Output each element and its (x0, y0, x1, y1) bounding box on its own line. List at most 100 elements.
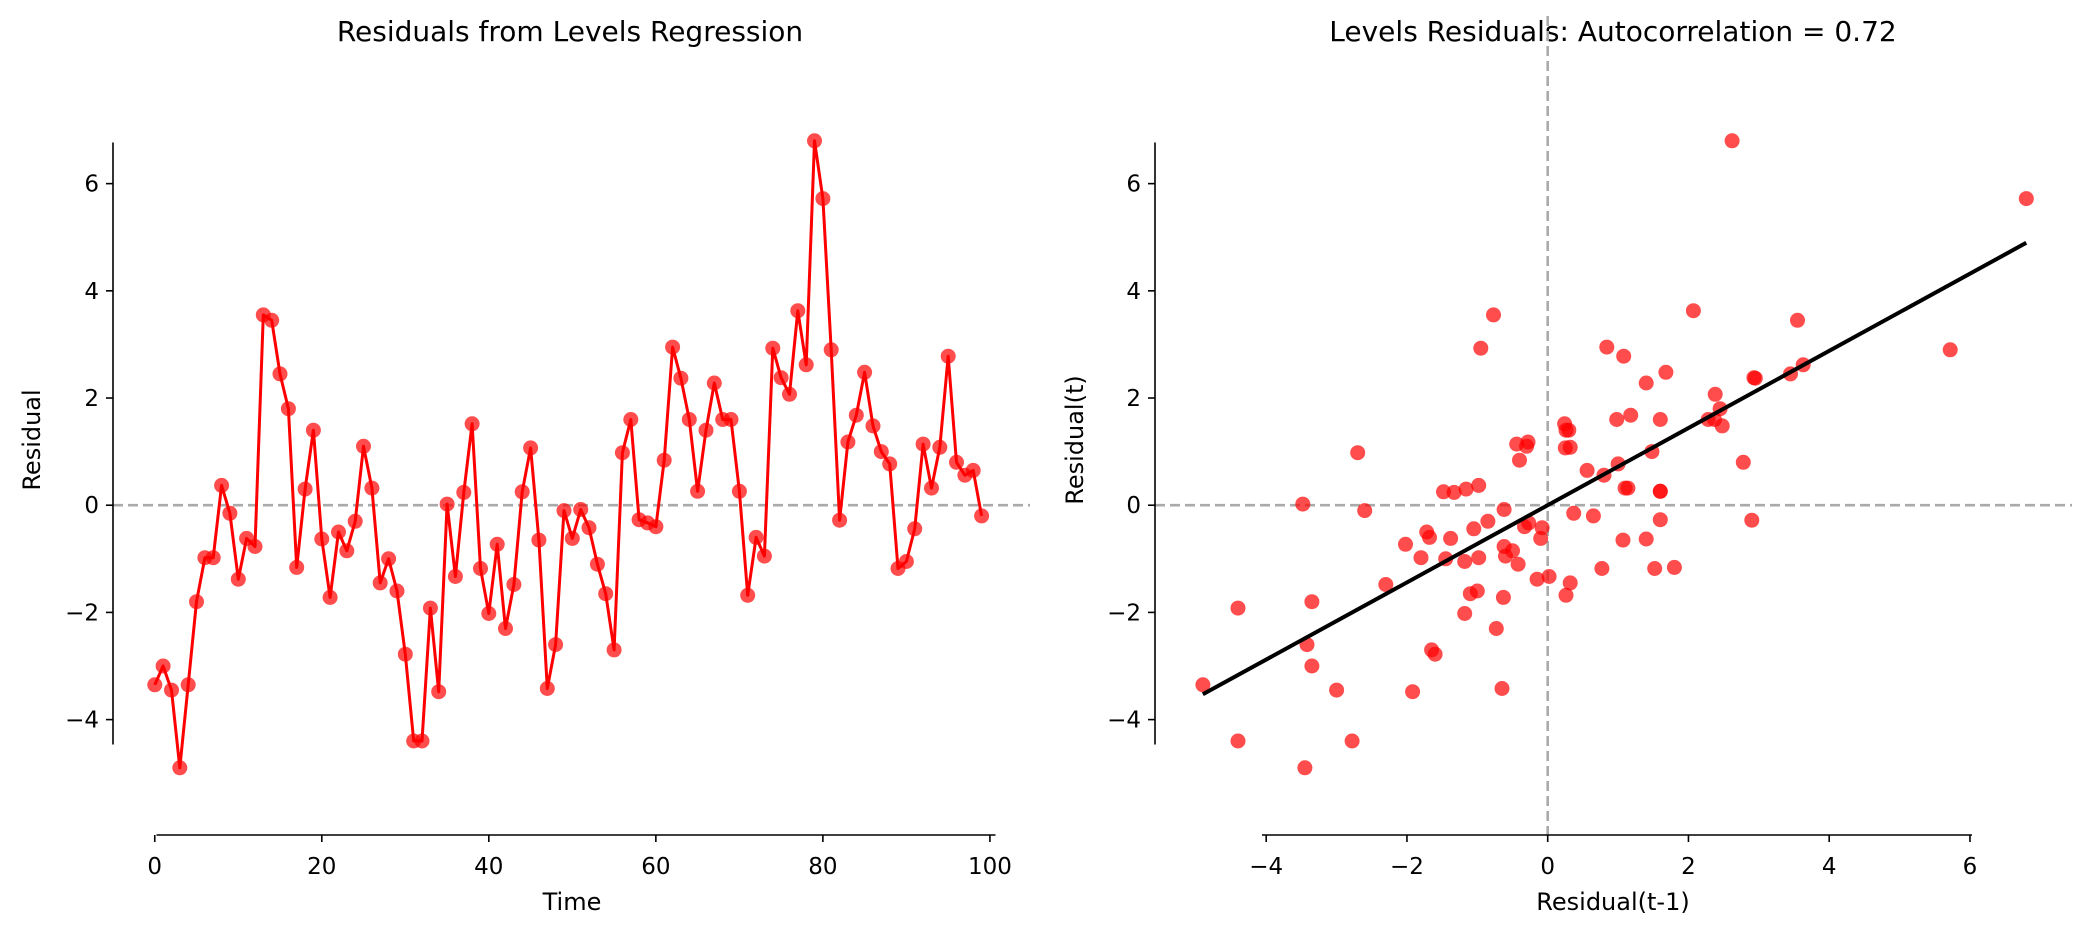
scatter-point (1496, 502, 1512, 517)
scatter-point (1790, 312, 1805, 328)
data-point (180, 677, 196, 693)
data-point (322, 589, 338, 605)
data-point (414, 733, 430, 749)
x-tick-label: 2 (1681, 854, 1696, 880)
y-axis-label: Residual (18, 389, 46, 490)
data-point (848, 407, 864, 423)
data-point (773, 370, 789, 386)
y-ticks: −4 −2 0 2 4 6 (1107, 172, 1155, 734)
series-line (153, 139, 984, 770)
y-tick-label: 6 (84, 172, 99, 198)
data-point (305, 422, 321, 438)
data-point (172, 760, 188, 776)
scatter-point (1195, 677, 1211, 693)
data-point (798, 357, 814, 373)
residual-time-series-chart: Residuals from Levels Regression −4 −2 0 2 4… (18, 15, 1030, 916)
scatter-point (1357, 503, 1373, 519)
points-layer (1195, 133, 2034, 776)
data-point (230, 571, 246, 587)
scatter-point (1446, 484, 1462, 500)
scatter-point (1413, 550, 1429, 566)
y-tick-label: −4 (1107, 708, 1141, 734)
data-point (756, 548, 772, 564)
data-point (372, 575, 388, 591)
data-point (447, 569, 463, 584)
data-point (531, 532, 547, 548)
data-point (456, 484, 472, 500)
scatter-point (1436, 484, 1451, 500)
data-point (339, 543, 355, 559)
data-point (865, 418, 881, 434)
data-point (331, 524, 346, 540)
y-tick-label: 2 (84, 386, 99, 412)
data-point (155, 658, 171, 674)
data-point (840, 434, 856, 450)
x-tick-label: 80 (808, 854, 837, 880)
scatter-point (1520, 434, 1536, 450)
scatter-point (1541, 569, 1557, 584)
scatter-point (1398, 536, 1413, 552)
scatter-point (1405, 684, 1421, 700)
scatter-point (1562, 575, 1578, 591)
scatter-point (1462, 586, 1478, 602)
x-ticks: 0 20 40 60 80 100 (147, 835, 1012, 880)
data-point (347, 513, 363, 529)
data-point (949, 454, 964, 470)
x-tick-label: −2 (1390, 854, 1424, 880)
data-point (506, 577, 522, 592)
scatter-point (1942, 342, 1958, 358)
scatter-point (1579, 462, 1595, 478)
scatter-point (1585, 508, 1601, 524)
y-tick-label: 6 (1126, 172, 1141, 198)
data-point (832, 512, 848, 528)
data-point (790, 303, 806, 319)
scatter-point (1558, 587, 1574, 603)
data-point (431, 684, 447, 700)
scatter-point (1666, 559, 1682, 575)
data-point (690, 483, 706, 499)
scatter-point (1466, 521, 1482, 537)
scatter-point (1486, 307, 1501, 323)
data-point (823, 342, 839, 358)
data-point (598, 586, 614, 602)
scatter-point (1638, 531, 1654, 547)
x-tick-label: 4 (1822, 854, 1837, 880)
scatter-point (1707, 386, 1723, 402)
scatter-point (1658, 364, 1674, 380)
x-tick-label: 60 (641, 854, 670, 880)
scatter-point (1609, 412, 1625, 427)
data-point (748, 529, 764, 545)
data-point (723, 412, 739, 427)
data-point (665, 339, 681, 355)
scatter-point (1647, 561, 1663, 576)
data-point (807, 133, 822, 149)
data-point (940, 348, 956, 364)
chart-title: Levels Residuals: Autocorrelation = 0.72 (1329, 15, 1896, 48)
x-tick-label: 100 (968, 854, 1012, 880)
regression-line (1201, 241, 2028, 697)
scatter-point (1230, 600, 1246, 616)
scatter-point (1594, 561, 1610, 576)
data-point (548, 637, 564, 653)
regression-line-layer (1201, 241, 2028, 697)
x-tick-label: 0 (1540, 854, 1555, 880)
data-point (189, 594, 204, 610)
x-axis-label: Residual(t-1) (1536, 888, 1689, 916)
data-point (514, 484, 530, 500)
data-point (523, 440, 539, 456)
data-point (623, 412, 639, 427)
data-point (364, 480, 380, 496)
data-point (932, 439, 948, 455)
scatter-point (1458, 481, 1474, 497)
data-point (681, 412, 697, 427)
y-tick-label: −2 (65, 600, 99, 626)
data-point (573, 502, 589, 517)
scatter-point (1457, 554, 1473, 569)
data-point (297, 481, 313, 497)
data-point (589, 556, 605, 572)
scatter-point (1566, 505, 1582, 521)
data-point (422, 600, 438, 616)
data-point (698, 422, 714, 438)
data-point (280, 401, 296, 417)
data-point (247, 539, 263, 554)
